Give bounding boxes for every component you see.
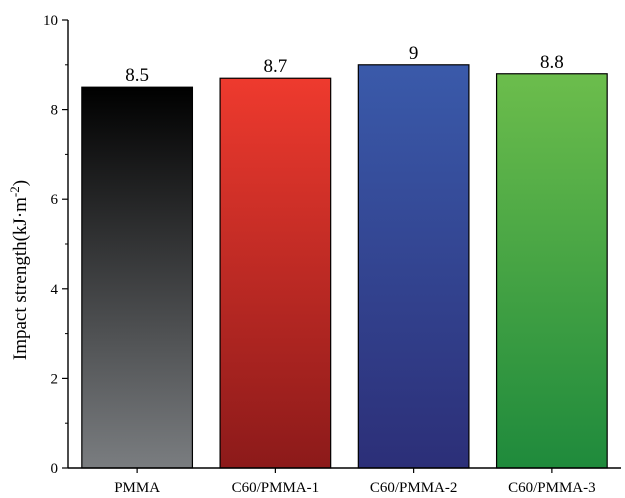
x-tick-label-c60-pmma-2: C60/PMMA-2 bbox=[370, 480, 458, 496]
y-tick-label-2: 2 bbox=[51, 371, 59, 387]
y-tick-label-10: 10 bbox=[43, 13, 58, 29]
data-label-c60-pmma-2: 9 bbox=[409, 43, 419, 64]
bars-layer bbox=[81, 64, 608, 469]
y-tick-label-6: 6 bbox=[51, 192, 59, 208]
data-label-c60-pmma-1: 8.7 bbox=[264, 56, 288, 77]
bar-pmma bbox=[81, 86, 194, 469]
x-tick-label-pmma: PMMA bbox=[114, 480, 160, 496]
bar-c60-pmma-3 bbox=[495, 73, 608, 469]
y-tick-label-4: 4 bbox=[51, 282, 59, 298]
data-label-c60-pmma-3: 8.8 bbox=[540, 52, 564, 73]
y-axis-title-close: ) bbox=[10, 180, 31, 186]
y-axis-title-sup: -2 bbox=[7, 186, 22, 197]
y-axis-title-main: Impact strength(kJ·m bbox=[10, 197, 31, 360]
bar-c60-pmma-2 bbox=[357, 64, 470, 469]
x-tick-label-c60-pmma-1: C60/PMMA-1 bbox=[232, 480, 320, 496]
y-tick-label-0: 0 bbox=[51, 461, 59, 477]
bar-c60-pmma-1 bbox=[219, 77, 332, 469]
axes-layer bbox=[62, 19, 621, 473]
x-tick-label-c60-pmma-3: C60/PMMA-3 bbox=[508, 480, 596, 496]
data-label-pmma: 8.5 bbox=[125, 65, 149, 86]
y-tick-label-8: 8 bbox=[51, 103, 59, 119]
y-axis-title: Impact strength(kJ·m-2) bbox=[7, 180, 31, 360]
labels-layer: 8.5 PMMA 8.7 C60/PMMA-1 9 C60/PMMA-2 8.8 C60/PM… bbox=[43, 13, 596, 496]
